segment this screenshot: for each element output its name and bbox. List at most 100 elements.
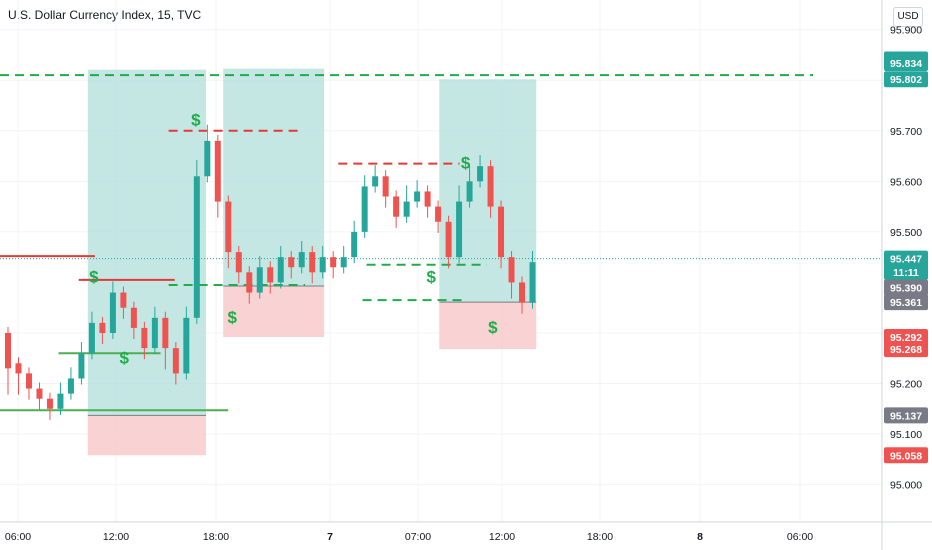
candle-body [487, 166, 494, 207]
candle-body [445, 221, 452, 258]
price-tag [884, 55, 928, 72]
candle-body [372, 176, 379, 187]
target-zone [223, 68, 325, 286]
candle-body [351, 231, 358, 258]
candle-body [298, 252, 305, 268]
candle-body [99, 322, 106, 333]
candle-body [130, 307, 137, 328]
y-tick-label: 95.600 [890, 176, 922, 188]
candle-body [519, 282, 526, 303]
price-tag-label: 95.361 [890, 297, 922, 309]
candle-body [172, 348, 179, 374]
price-tag [884, 279, 928, 296]
candle-body [340, 257, 347, 268]
candle-body [36, 388, 43, 399]
price-tag-label: 95.292 [890, 332, 922, 344]
candle-body [508, 257, 515, 283]
price-tag [884, 341, 928, 358]
y-tick-label: 95.500 [890, 227, 922, 239]
price-tag-label: 95.447 [890, 254, 922, 266]
candle-body [57, 393, 64, 409]
candle-body [204, 140, 211, 177]
candle-body [78, 353, 85, 379]
price-tag [884, 447, 928, 464]
candle-body [88, 322, 95, 354]
candle-body [225, 201, 232, 253]
price-tag-label: 95.058 [890, 450, 922, 462]
price-tag-label: 95.268 [890, 344, 922, 356]
currency-button[interactable]: USD [893, 7, 923, 27]
candle-body [393, 196, 400, 217]
candle-body [67, 378, 74, 394]
candle-body [246, 272, 253, 293]
x-tick-label: 18:00 [203, 531, 229, 543]
candle-body [309, 252, 316, 273]
candle-body [498, 206, 505, 258]
x-tick-label: 06:00 [787, 531, 813, 543]
dollar-marker-icon: $ [119, 348, 129, 367]
candle-body [214, 140, 221, 202]
price-tag [884, 407, 928, 424]
dollar-marker-icon: $ [228, 308, 238, 327]
y-tick-label: 95.000 [890, 480, 922, 492]
candle-body [5, 332, 11, 369]
stop-zone [439, 302, 537, 350]
y-tick-label: 95.900 [890, 25, 922, 37]
price-tag [884, 250, 928, 267]
candle-body [403, 201, 410, 217]
price-tag [884, 329, 928, 346]
candle-body [120, 292, 127, 308]
candle-body [193, 176, 200, 318]
dollar-marker-icon: $ [426, 267, 436, 286]
candle-body [162, 317, 169, 349]
candle-body [424, 191, 431, 207]
candle-body [46, 398, 53, 409]
candle-body [477, 166, 484, 182]
x-tick-label: 07:00 [405, 531, 431, 543]
candle-body [529, 262, 536, 303]
stop-zone [223, 285, 325, 338]
candle-body [382, 176, 389, 197]
candle-body [151, 317, 158, 349]
x-tick-label: 12:00 [103, 531, 129, 543]
dollar-marker-icon: $ [488, 318, 498, 337]
candle-body [456, 201, 463, 258]
candle-body [319, 257, 326, 273]
price-tag [884, 263, 928, 280]
dollar-marker-icon: $ [461, 154, 471, 173]
dollar-marker-icon: $ [89, 267, 99, 286]
price-tag-label: 11:11 [893, 267, 919, 279]
price-tag-label: 95.802 [890, 74, 922, 86]
candle-body [235, 252, 242, 273]
candle-body [267, 267, 274, 283]
x-tick-label: 12:00 [489, 531, 515, 543]
price-tag [884, 71, 928, 88]
candle-body [109, 292, 116, 333]
price-tag-label: 95.834 [890, 58, 922, 70]
chart-title: U.S. Dollar Currency Index, 15, TVC [8, 8, 202, 22]
price-tag [884, 294, 928, 311]
x-tick-label: 18:00 [587, 531, 613, 543]
candle-body [435, 206, 442, 222]
candle-body [288, 257, 295, 268]
x-tick-label: 7 [327, 531, 333, 543]
candle-body [330, 257, 337, 268]
candle-body [256, 267, 263, 293]
y-tick-label: 95.200 [890, 379, 922, 391]
y-tick-label: 95.700 [890, 126, 922, 138]
candle-body [183, 317, 190, 374]
y-tick-label: 95.100 [890, 429, 922, 441]
candle-body [277, 257, 284, 283]
candle-body [466, 181, 473, 202]
candle-body [25, 373, 32, 389]
dollar-marker-icon: $ [191, 111, 201, 130]
candle-body [361, 186, 368, 232]
stop-zone [87, 415, 206, 456]
x-tick-label: 8 [697, 531, 703, 543]
price-tag-label: 95.390 [890, 282, 922, 294]
candle-body [414, 191, 421, 202]
candle-body [141, 327, 148, 349]
x-tick-label: 06:00 [5, 531, 31, 543]
price-tag-label: 95.137 [890, 410, 922, 422]
